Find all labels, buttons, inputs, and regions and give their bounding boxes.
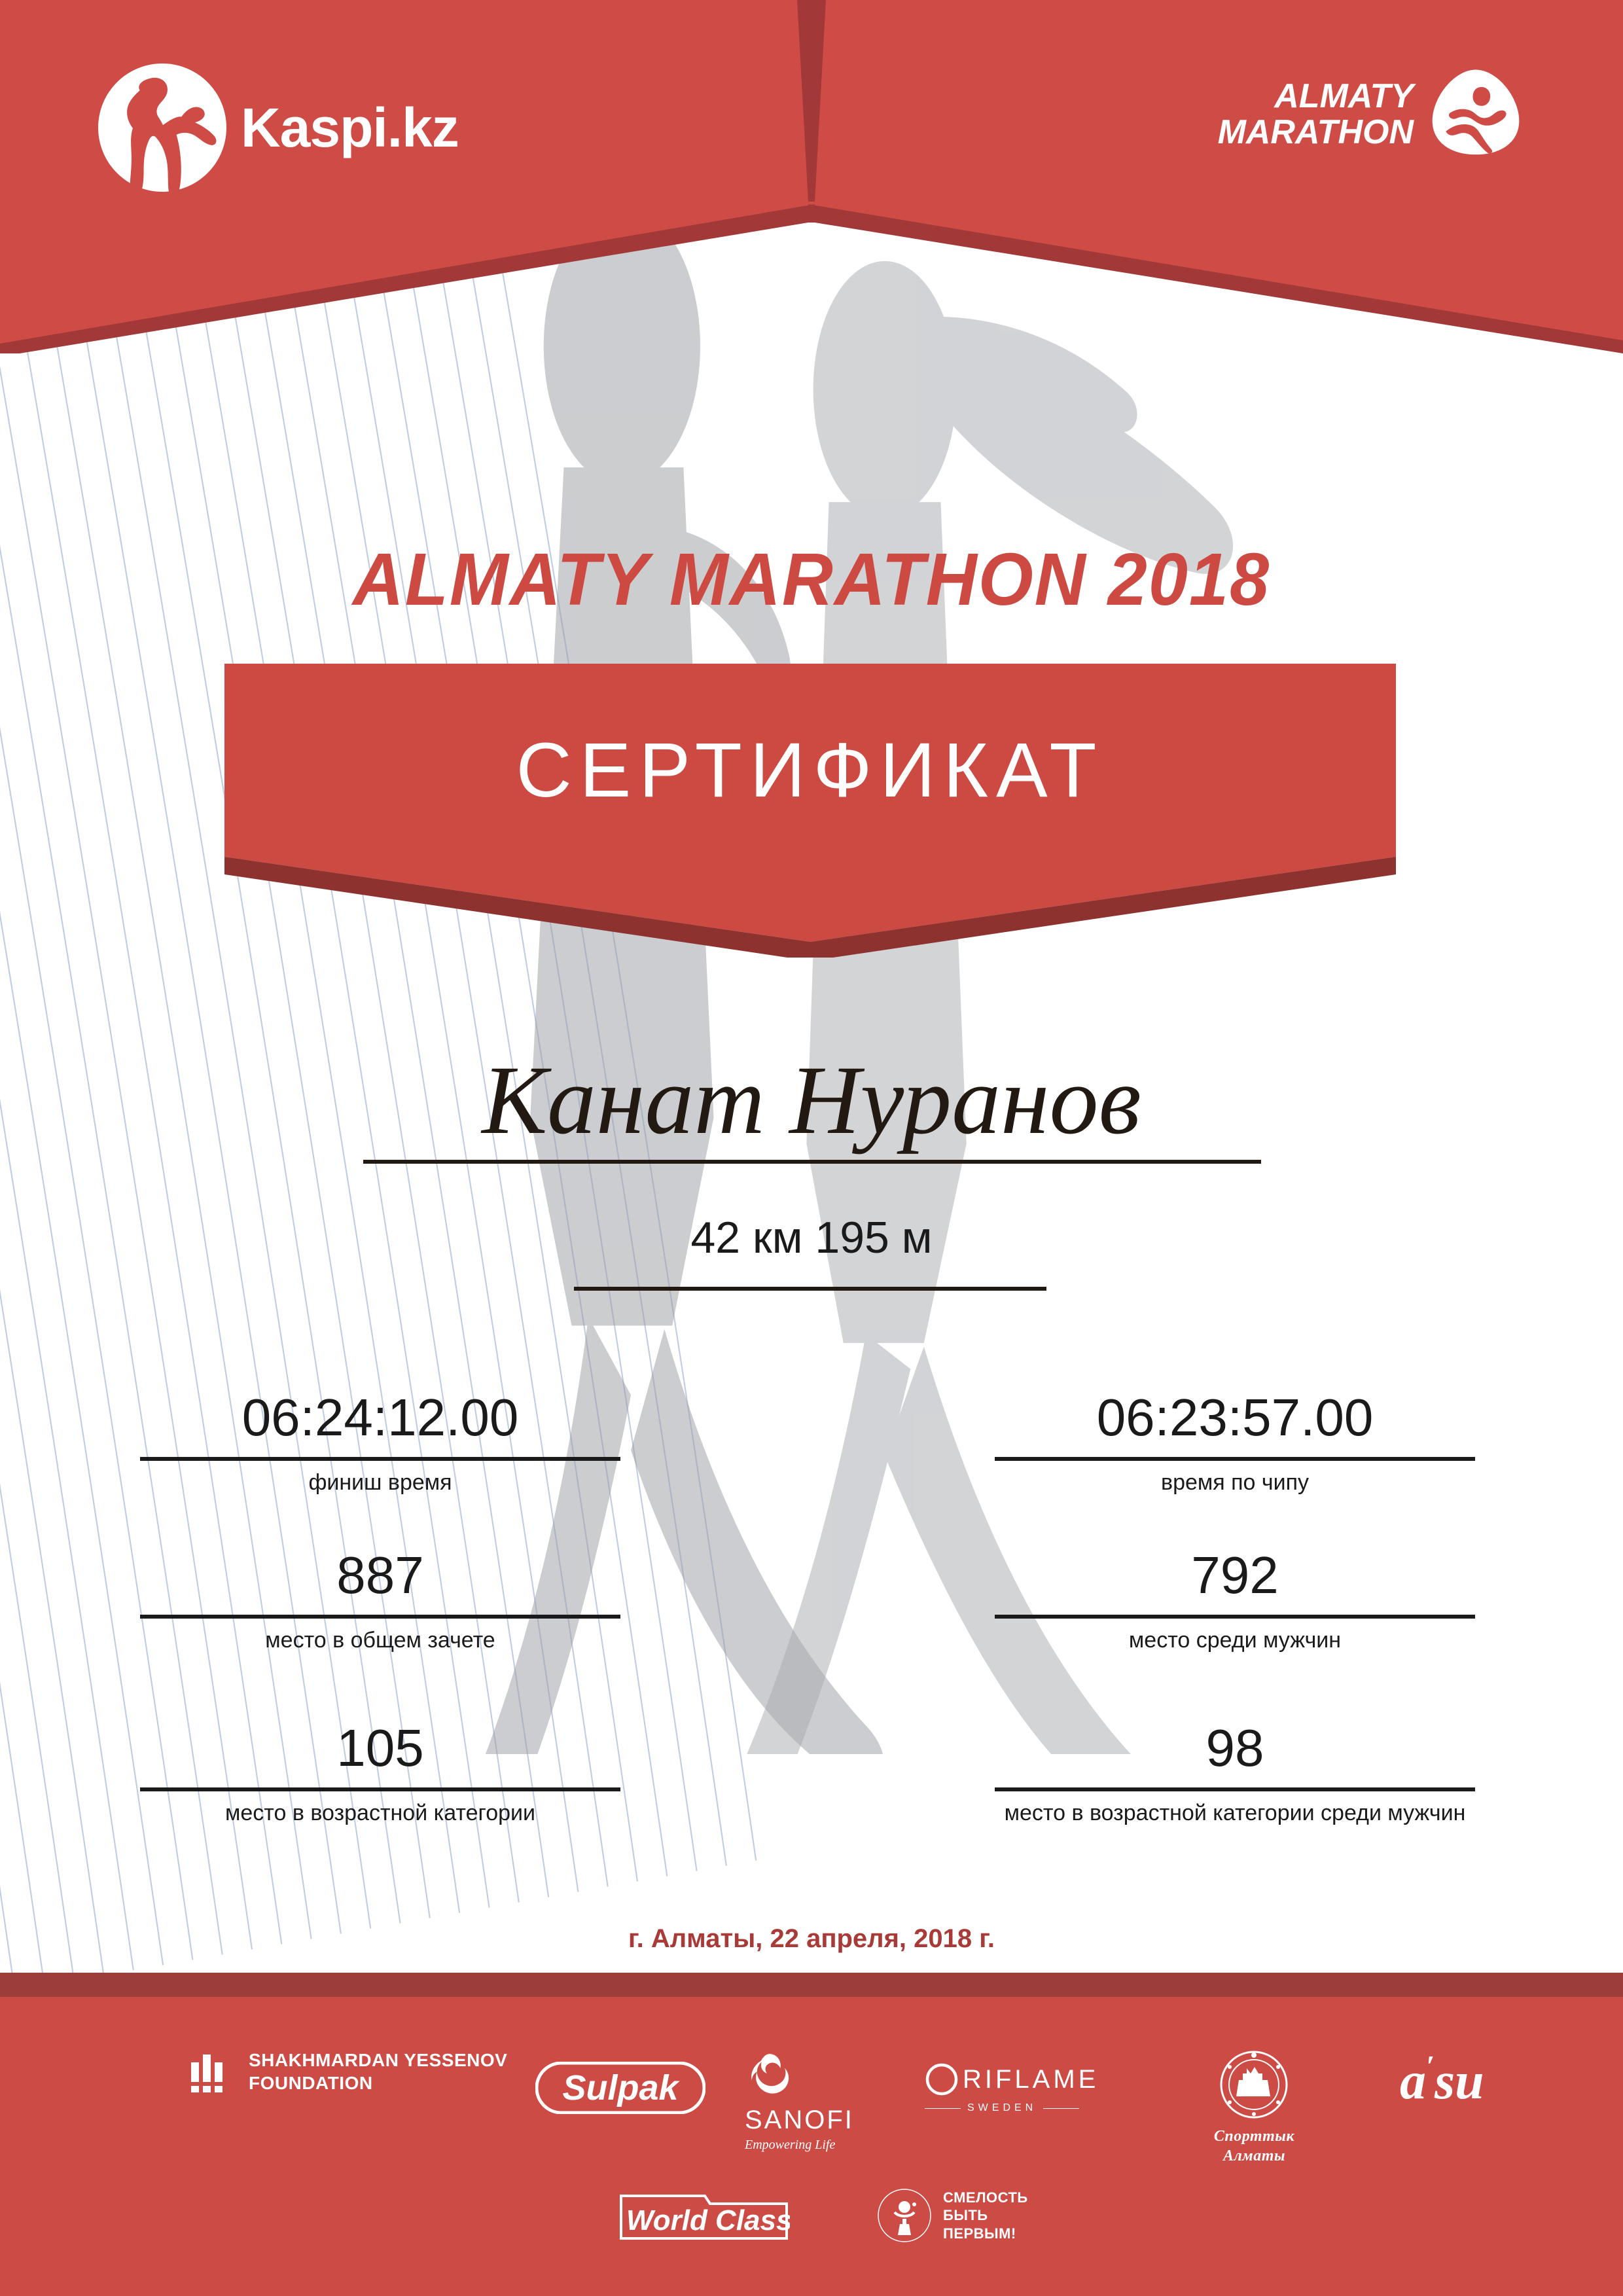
svg-text:RIFLAME: RIFLAME [963,2065,1099,2094]
svg-text:Sulpak: Sulpak [562,2068,680,2108]
svg-text:World Class: World Class [626,2204,790,2236]
